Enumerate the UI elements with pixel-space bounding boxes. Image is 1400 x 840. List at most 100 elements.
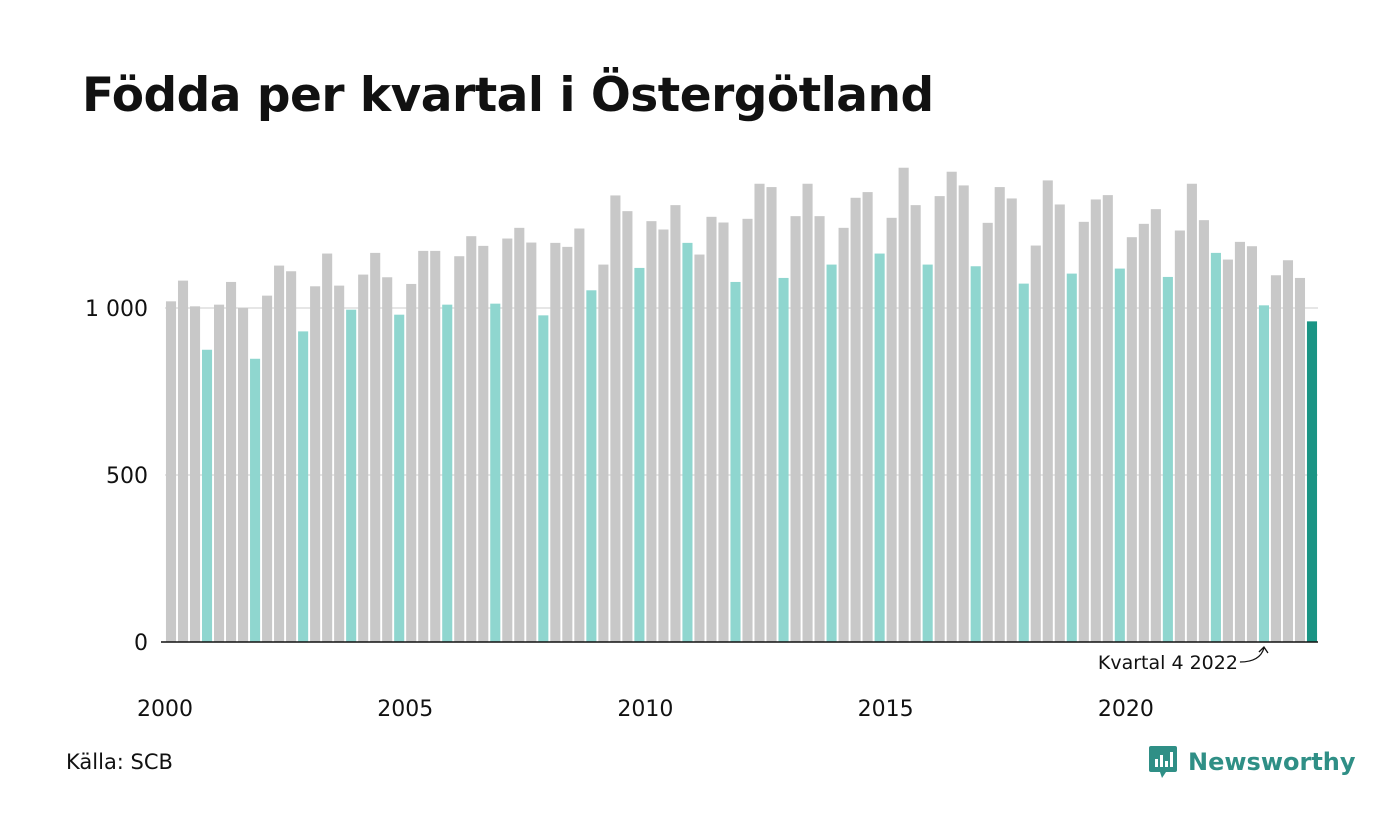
bar xyxy=(610,195,621,642)
brand-name: Newsworthy xyxy=(1188,748,1356,776)
bar xyxy=(874,253,885,642)
bar xyxy=(982,222,993,642)
bar xyxy=(286,271,297,642)
bar xyxy=(1054,204,1065,642)
annotation-label: Kvartal 4 2022 xyxy=(1098,652,1238,674)
y-axis-ticks: 0 500 1 000 xyxy=(85,297,148,656)
annotation-arrow xyxy=(1239,645,1269,663)
bar xyxy=(1246,246,1257,642)
bar xyxy=(226,281,237,642)
bar xyxy=(358,274,369,642)
bar xyxy=(1294,277,1306,642)
bar xyxy=(802,183,813,642)
bar xyxy=(754,183,765,642)
bar xyxy=(1306,321,1318,642)
bar xyxy=(1210,252,1221,642)
bar xyxy=(1126,237,1137,642)
annotation: Kvartal 4 2022 xyxy=(1098,645,1269,674)
x-tick-label: 2010 xyxy=(617,697,673,722)
bar xyxy=(1066,273,1077,642)
bar xyxy=(1150,209,1161,642)
bar xyxy=(406,283,417,642)
bar xyxy=(1006,198,1017,642)
x-tick-label: 2005 xyxy=(377,697,433,722)
bar xyxy=(742,218,753,642)
bar xyxy=(250,358,261,642)
bar xyxy=(682,242,693,642)
bar xyxy=(538,315,549,642)
bar xyxy=(898,167,909,642)
bar xyxy=(910,205,921,642)
x-axis-ticks: 2000 2005 2010 2015 2020 xyxy=(137,697,1154,722)
bar xyxy=(442,304,453,642)
bar xyxy=(334,285,345,642)
y-tick-label: 1 000 xyxy=(85,297,148,322)
bar xyxy=(790,216,801,642)
bar xyxy=(1222,259,1233,642)
bar xyxy=(766,187,777,642)
bar xyxy=(346,309,357,642)
bar xyxy=(706,216,717,642)
bar xyxy=(826,264,837,642)
bar xyxy=(946,171,957,643)
bar xyxy=(814,216,825,642)
bar xyxy=(238,308,249,642)
bar xyxy=(1102,195,1113,643)
bar xyxy=(1234,241,1245,642)
bar xyxy=(586,290,597,642)
bar xyxy=(430,250,441,642)
bar xyxy=(478,245,489,642)
bar xyxy=(262,295,273,642)
bar xyxy=(177,280,189,642)
bar xyxy=(490,303,501,642)
bar xyxy=(850,197,861,642)
x-tick-label: 2015 xyxy=(858,697,914,722)
bar xyxy=(730,281,741,642)
chart-title: Födda per kvartal i Östergötland xyxy=(82,68,934,123)
bar xyxy=(670,205,681,642)
bar xyxy=(1018,283,1029,642)
bar xyxy=(1198,220,1209,642)
newsworthy-icon xyxy=(1149,746,1177,778)
bar xyxy=(922,264,933,642)
bars xyxy=(165,167,1318,643)
bar xyxy=(658,229,669,642)
bar xyxy=(1174,230,1185,642)
bar xyxy=(694,254,705,642)
bar xyxy=(466,236,477,642)
bar xyxy=(634,267,645,642)
bar xyxy=(1162,276,1173,642)
bar xyxy=(1042,180,1053,642)
bar xyxy=(189,306,201,642)
bar xyxy=(562,246,573,642)
bar xyxy=(958,185,969,643)
bar xyxy=(550,242,561,642)
bar xyxy=(454,256,465,642)
bar xyxy=(994,187,1005,642)
bar xyxy=(1114,268,1125,642)
bar xyxy=(322,253,333,642)
bar xyxy=(1270,275,1282,642)
bar xyxy=(646,221,657,642)
bar xyxy=(622,211,633,642)
bar xyxy=(1258,305,1269,642)
bar xyxy=(1030,245,1041,643)
bar xyxy=(838,227,849,642)
bar xyxy=(862,192,873,642)
bar xyxy=(214,304,225,642)
bar xyxy=(165,301,177,642)
bar xyxy=(778,277,789,642)
bar xyxy=(514,227,525,642)
bar xyxy=(201,349,213,642)
bar xyxy=(574,228,585,642)
bar xyxy=(370,252,381,642)
bar xyxy=(310,286,321,642)
bar xyxy=(526,242,537,643)
bar xyxy=(382,277,393,642)
bar xyxy=(418,250,429,642)
bar xyxy=(970,266,981,642)
brand-logo: Newsworthy xyxy=(1148,742,1356,782)
bar xyxy=(298,331,309,642)
bar xyxy=(502,238,513,642)
